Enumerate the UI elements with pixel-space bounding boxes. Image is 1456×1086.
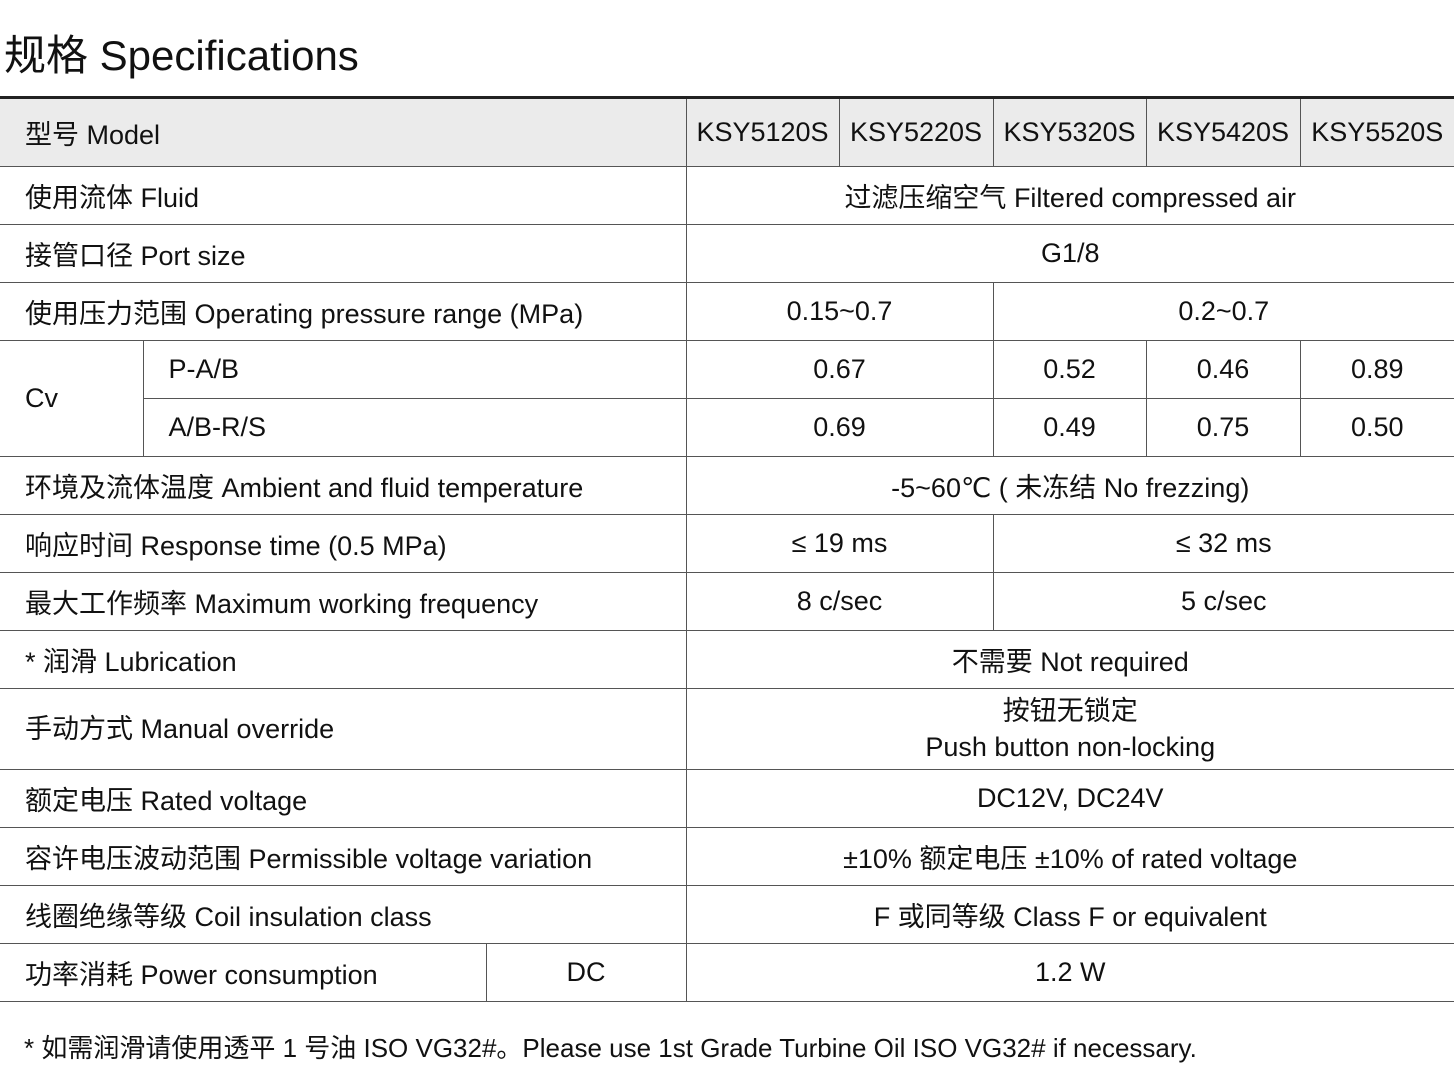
row-value: 按钮无锁定 Push button non-locking bbox=[686, 688, 1454, 770]
row-label: 环境及流体温度 Ambient and fluid temperature bbox=[0, 456, 687, 515]
row-value: F 或同等级 Class F or equivalent bbox=[686, 885, 1454, 944]
row-value: 8 c/sec bbox=[686, 572, 994, 631]
row-value: 0.49 bbox=[993, 398, 1147, 457]
row-label: 额定电压 Rated voltage bbox=[0, 769, 687, 828]
table-row: A/B-R/S 0.69 0.49 0.75 0.50 bbox=[0, 398, 1454, 457]
sub-label: P-A/B bbox=[143, 340, 687, 399]
table-row: 额定电压 Rated voltage DC12V, DC24V bbox=[0, 769, 1454, 828]
row-value: -5~60℃ ( 未冻结 No frezzing) bbox=[686, 456, 1454, 515]
row-label: 线圈绝缘等级 Coil insulation class bbox=[0, 885, 687, 944]
row-label: 功率消耗 Power consumption bbox=[0, 943, 487, 1002]
table-row: 环境及流体温度 Ambient and fluid temperature -5~… bbox=[0, 456, 1454, 515]
row-label: 最大工作频率 Maximum working frequency bbox=[0, 572, 687, 631]
table-row: 线圈绝缘等级 Coil insulation class F 或同等级 Class… bbox=[0, 885, 1454, 944]
spec-table: 型号 Model KSY5120S KSY5220S KSY5320S KSY5… bbox=[0, 96, 1454, 1002]
row-value: 0.15~0.7 bbox=[686, 282, 994, 341]
row-value: 5 c/sec bbox=[993, 572, 1454, 631]
model-label: 型号 Model bbox=[0, 97, 687, 167]
row-value: 1.2 W bbox=[686, 943, 1454, 1002]
row-value: 0.69 bbox=[686, 398, 994, 457]
row-label: 响应时间 Response time (0.5 MPa) bbox=[0, 514, 687, 573]
row-value: 0.46 bbox=[1146, 340, 1301, 399]
table-row: 使用流体 Fluid 过滤压缩空气 Filtered compressed air bbox=[0, 166, 1454, 225]
model-cell: KSY5120S bbox=[686, 97, 840, 167]
table-row: 最大工作频率 Maximum working frequency 8 c/sec 5… bbox=[0, 572, 1454, 631]
row-value: 0.67 bbox=[686, 340, 994, 399]
row-value: 0.52 bbox=[993, 340, 1147, 399]
row-label: 使用流体 Fluid bbox=[0, 166, 687, 225]
table-row: Cv P-A/B 0.67 0.52 0.46 0.89 bbox=[0, 340, 1454, 457]
row-label: Cv bbox=[0, 340, 144, 457]
row-value: 0.89 bbox=[1300, 340, 1454, 399]
row-label: * 润滑 Lubrication bbox=[0, 630, 687, 689]
sub-label: DC bbox=[486, 943, 687, 1002]
row-value: 0.75 bbox=[1146, 398, 1301, 457]
row-value: DC12V, DC24V bbox=[686, 769, 1454, 828]
table-row: 容许电压波动范围 Permissible voltage variation ±1… bbox=[0, 827, 1454, 886]
row-label: 容许电压波动范围 Permissible voltage variation bbox=[0, 827, 687, 886]
model-cell: KSY5320S bbox=[993, 97, 1147, 167]
row-value: G1/8 bbox=[686, 224, 1454, 283]
row-label: 使用压力范围 Operating pressure range (MPa) bbox=[0, 282, 687, 341]
row-value: ±10% 额定电压 ±10% of rated voltage bbox=[686, 827, 1454, 886]
page-title: 规格 Specifications bbox=[4, 32, 359, 79]
table-row: * 润滑 Lubrication 不需要 Not required bbox=[0, 630, 1454, 689]
row-label: 手动方式 Manual override bbox=[0, 688, 687, 770]
footnote: * 如需润滑请使用透平 1 号油 ISO VG32#。Please use 1s… bbox=[24, 1033, 1197, 1063]
model-cell: KSY5420S bbox=[1146, 97, 1301, 167]
model-cell: KSY5220S bbox=[839, 97, 994, 167]
row-label: 接管口径 Port size bbox=[0, 224, 687, 283]
table-row: 手动方式 Manual override 按钮无锁定 Push button non… bbox=[0, 688, 1454, 770]
value-line-en: Push button non-locking bbox=[925, 732, 1216, 762]
row-value: 不需要 Not required bbox=[686, 630, 1454, 689]
table-row: 使用压力范围 Operating pressure range (MPa) 0.1… bbox=[0, 282, 1454, 341]
table-row: 功率消耗 Power consumption DC 1.2 W bbox=[0, 943, 1454, 1002]
row-value: 0.2~0.7 bbox=[993, 282, 1454, 341]
table-header-row: 型号 Model KSY5120S KSY5220S KSY5320S KSY5… bbox=[0, 97, 1454, 167]
row-value: ≤ 32 ms bbox=[993, 514, 1454, 573]
row-value: 过滤压缩空气 Filtered compressed air bbox=[686, 166, 1454, 225]
table-row: 接管口径 Port size G1/8 bbox=[0, 224, 1454, 283]
sub-label: A/B-R/S bbox=[143, 398, 687, 457]
row-value: 0.50 bbox=[1300, 398, 1454, 457]
row-value: ≤ 19 ms bbox=[686, 514, 994, 573]
value-line-zh: 按钮无锁定 bbox=[1002, 696, 1138, 726]
model-cell: KSY5520S bbox=[1300, 97, 1454, 167]
table-row: 响应时间 Response time (0.5 MPa) ≤ 19 ms ≤ 32 … bbox=[0, 514, 1454, 573]
